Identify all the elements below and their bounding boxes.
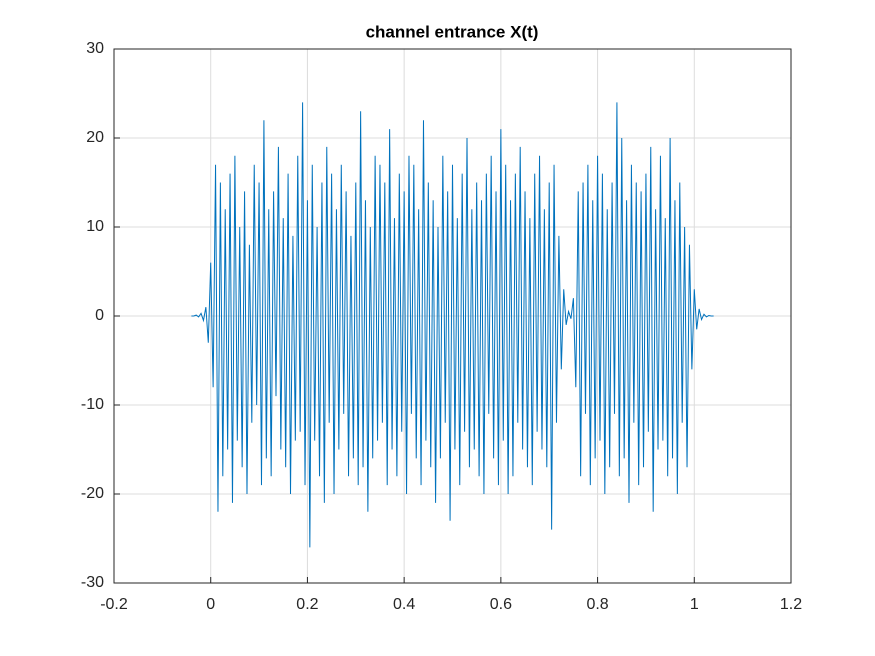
y-tick-label: 0 (95, 307, 104, 324)
x-tick-label: 0.6 (490, 596, 512, 613)
chart-title: channel entrance X(t) (366, 22, 539, 41)
y-tick-label: 20 (86, 129, 104, 146)
x-tick-label: 0 (206, 596, 215, 613)
y-tick-label: 10 (86, 218, 104, 235)
data-line (191, 102, 714, 548)
y-tick-label: -20 (81, 485, 104, 502)
plot-frame (113, 48, 792, 584)
x-tick-label: 1 (690, 596, 699, 613)
y-tick-label: -30 (81, 574, 104, 591)
x-tick-label: 0.8 (586, 596, 608, 613)
x-tick-label: -0.2 (100, 596, 128, 613)
x-tick-label: 0.2 (296, 596, 318, 613)
y-tick-label: -10 (81, 396, 104, 413)
x-tick-label: 1.2 (780, 596, 802, 613)
x-tick-label: 0.4 (393, 596, 415, 613)
y-tick-label: 30 (86, 40, 104, 57)
